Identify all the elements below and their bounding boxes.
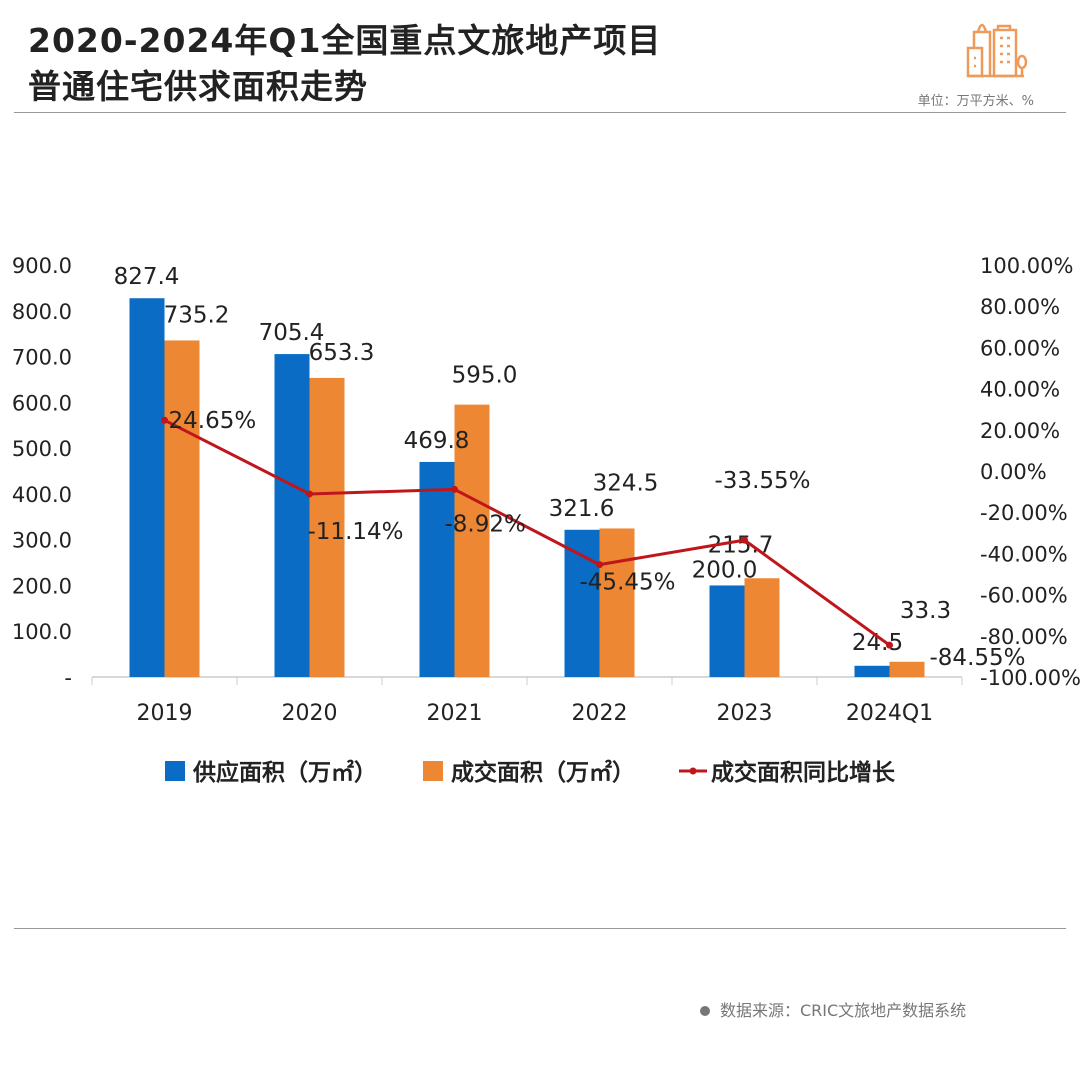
growth-point: [451, 485, 458, 493]
right-axis-tick: -80.00%: [980, 625, 1068, 649]
left-axis-tick: 900.0: [12, 254, 72, 278]
deal-data-label: 595.0: [452, 363, 518, 389]
left-axis-tick: 800.0: [12, 300, 72, 324]
legend-label: 成交面积（万㎡）: [451, 759, 635, 786]
growth-data-label: -11.14%: [308, 519, 404, 545]
right-axis-tick: -100.00%: [980, 666, 1080, 690]
growth-point: [596, 561, 603, 569]
supply-bar: [419, 461, 455, 677]
right-axis-tick: -40.00%: [980, 542, 1068, 566]
growth-point: [306, 490, 313, 498]
right-axis-tick: 60.00%: [980, 336, 1060, 360]
growth-line: [163, 418, 891, 647]
supply-data-label: 200.0: [692, 557, 758, 583]
divider: [14, 928, 1066, 929]
right-axis-tick: 0.00%: [980, 460, 1047, 484]
growth-data-label: -33.55%: [715, 468, 811, 494]
supply-data-label: 24.5: [852, 630, 903, 656]
growth-point: [886, 641, 893, 649]
chart: - 100.0 200.0 300.0 400.0 500.0 600.0 700.0 800.…: [12, 254, 1080, 786]
chart-title-line2: 普通住宅供求面积走势: [28, 67, 368, 106]
supply-bar: [564, 529, 600, 677]
legend-marker: [689, 767, 697, 775]
left-axis-tick: 200.0: [12, 574, 72, 598]
growth-data-label: 24.65%: [169, 408, 257, 434]
divider: [14, 112, 1066, 113]
left-axis-tick: 300.0: [12, 529, 72, 553]
chart-title-line1: 2020-2024年Q1全国重点文旅地产项目: [28, 21, 662, 60]
left-axis-tick: -: [64, 666, 72, 690]
x-axis-label: 2024Q1: [846, 701, 933, 726]
deal-bar: [454, 404, 490, 677]
right-axis-tick: -20.00%: [980, 501, 1068, 525]
growth-point: [741, 536, 748, 544]
x-axis-label: 2020: [282, 701, 338, 726]
growth-data-label: -8.92%: [445, 511, 526, 537]
unit-label: 单位：万平方米、%: [917, 94, 1034, 109]
right-axis-tick: 80.00%: [980, 295, 1060, 319]
deal-bar: [309, 377, 345, 677]
right-axis-tick: 40.00%: [980, 378, 1060, 402]
legend-label: 供应面积（万㎡）: [192, 759, 377, 786]
deal-data-label: 324.5: [593, 470, 659, 496]
deal-data-label: 33.3: [900, 598, 951, 624]
supply-data-label: 705.4: [259, 320, 325, 346]
legend-swatch: [165, 761, 185, 781]
left-axis-tick: 500.0: [12, 437, 72, 461]
supply-bar: [854, 665, 890, 677]
deal-bar: [599, 528, 635, 677]
deal-data-label: 653.3: [309, 340, 375, 366]
growth-point: [161, 416, 168, 424]
left-axis-tick: 400.0: [12, 483, 72, 507]
deal-data-label: 735.2: [164, 302, 230, 328]
bullet-icon: [700, 1006, 710, 1016]
legend-label: 成交面积同比增长: [711, 759, 896, 786]
buildings-icon: [966, 23, 1028, 78]
right-axis-tick: 100.00%: [980, 254, 1073, 278]
supply-data-label: 827.4: [114, 264, 180, 290]
deal-bar: [164, 340, 200, 677]
deal-bar: [744, 578, 780, 677]
legend-swatch: [423, 761, 443, 781]
source-note: 数据来源：CRIC文旅地产数据系统: [700, 997, 966, 1021]
growth-data-label: -84.55%: [930, 645, 1026, 671]
x-axis-label: 2021: [427, 701, 483, 726]
left-axis-tick: 700.0: [12, 346, 72, 370]
supply-data-label: 321.6: [549, 496, 615, 522]
deal-bar: [889, 661, 925, 677]
x-axis-label: 2023: [717, 701, 773, 726]
source-text: 数据来源：CRIC文旅地产数据系统: [720, 1001, 967, 1020]
growth-data-label: -45.45%: [580, 570, 676, 596]
supply-data-label: 469.8: [404, 428, 470, 454]
left-axis-tick: 100.0: [12, 620, 72, 644]
right-axis-tick: -60.00%: [980, 584, 1068, 608]
right-axis-tick: 20.00%: [980, 419, 1060, 443]
left-axis-tick: 600.0: [12, 391, 72, 415]
supply-bar: [709, 585, 745, 677]
x-axis-label: 2019: [137, 701, 193, 726]
supply-bar: [129, 298, 165, 677]
x-axis-label: 2022: [572, 701, 628, 726]
supply-bar: [274, 354, 310, 677]
